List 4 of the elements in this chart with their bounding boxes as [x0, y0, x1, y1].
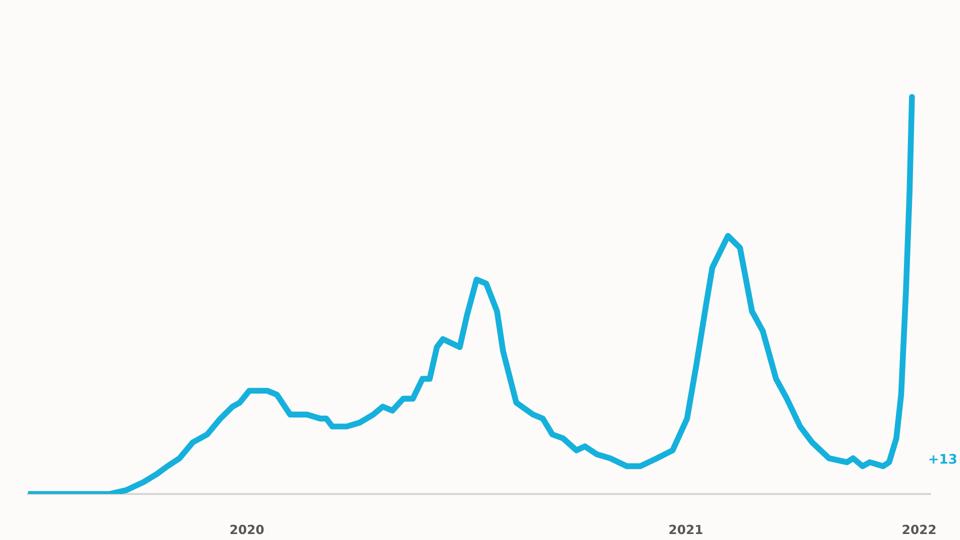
x-tick-label: 2021 — [669, 524, 702, 534]
x-tick-label: 2020 — [230, 524, 264, 534]
x-tick-label: 2022 — [902, 524, 936, 534]
annotation: +13 — [929, 454, 956, 464]
